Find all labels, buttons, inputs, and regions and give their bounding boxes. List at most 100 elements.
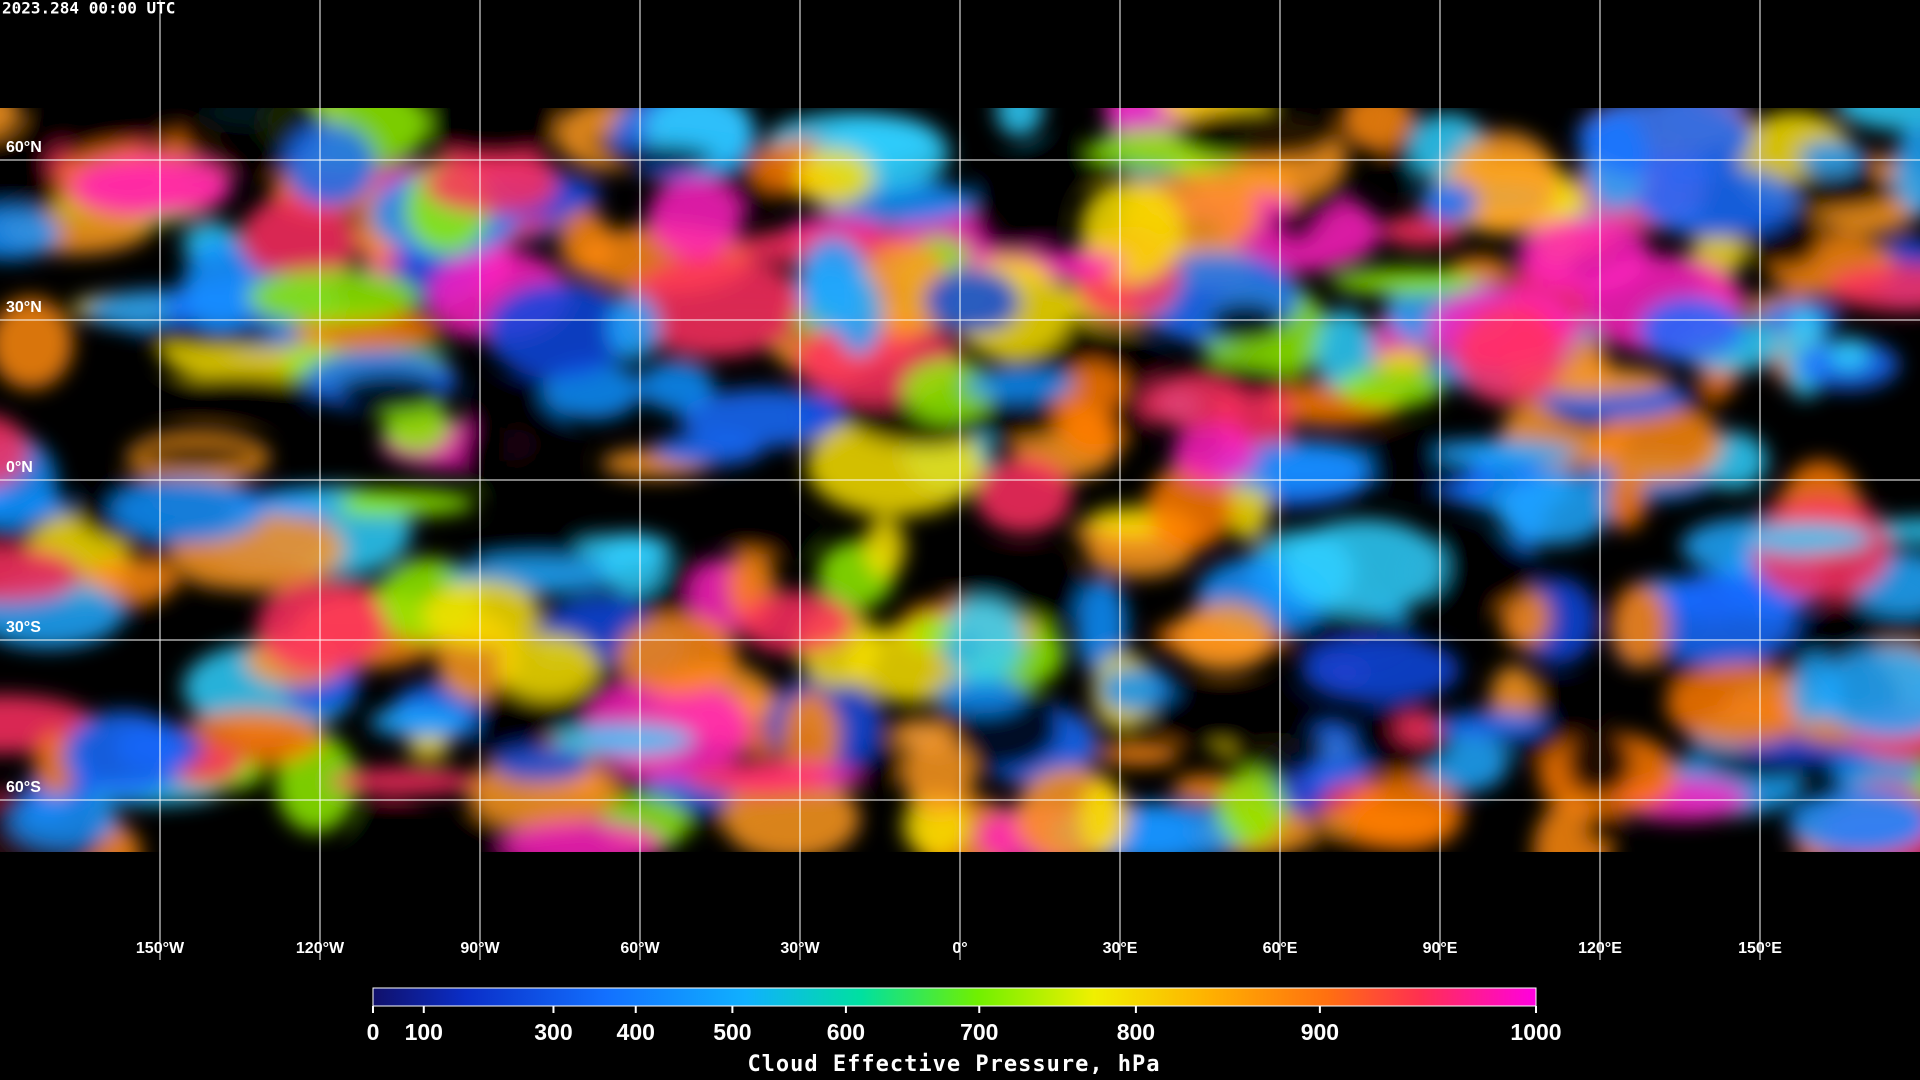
colorbar-tick-label: 500 (713, 1019, 751, 1045)
cloud-patch (369, 705, 471, 738)
cloud-patch (902, 738, 976, 814)
cloud-patch (284, 123, 377, 208)
cloud-patch (0, 207, 62, 260)
cloud-patch (0, 108, 22, 136)
cloud-patch (70, 157, 233, 217)
latitude-label: 30°N (6, 299, 42, 316)
cloud-patch (1610, 583, 1669, 668)
cloud-patch (501, 820, 664, 852)
cloud-patch (247, 268, 419, 324)
cloud-patch (975, 457, 1073, 533)
cloud-patch (1455, 302, 1566, 405)
cloud-patch (924, 268, 1021, 334)
cloud-patch (63, 710, 186, 799)
cloud-patch (607, 293, 661, 362)
cloud-patch (909, 614, 952, 649)
colorbar (372, 987, 1537, 1007)
cloud-patch (10, 794, 119, 847)
cloud-patch (1172, 423, 1257, 485)
cloud-patch (83, 557, 179, 602)
cloud-patch (626, 255, 806, 357)
cloud-patch (1496, 475, 1611, 545)
cloud-patch (971, 160, 1056, 257)
latitude-label: 60°S (6, 779, 41, 796)
cloud-patch (798, 259, 854, 311)
cloud-patch (996, 108, 1043, 137)
cloud-patch (1893, 124, 1920, 218)
cloud-patch (1576, 108, 1755, 179)
cloud-patch (1075, 577, 1128, 677)
cloud-patch (1780, 172, 1897, 209)
cloud-patch (1341, 108, 1413, 151)
cloud-patch (1098, 666, 1175, 714)
cloud-patch (0, 546, 81, 604)
longitude-label: 30°E (1103, 940, 1138, 957)
cloud-patch (110, 477, 266, 543)
cloud-patch (1422, 180, 1478, 225)
cloud-patch (738, 590, 854, 654)
cloud-patch (1637, 295, 1745, 364)
cloud-patch (1828, 337, 1870, 372)
cloud-patch (934, 675, 1026, 714)
cloud-patch (407, 732, 450, 761)
cloud-patch (239, 194, 357, 292)
cloud-patch (1097, 741, 1181, 766)
timestamp: 2023.284 00:00 UTC (2, 0, 175, 18)
longitude-label: 60°W (620, 940, 660, 957)
cloud-patch (652, 433, 764, 467)
colorbar-tick-label: 400 (617, 1019, 655, 1045)
latitude-label: 0°N (6, 459, 33, 476)
colorbar-tick-label: 800 (1117, 1019, 1155, 1045)
cloud-patch (1139, 375, 1245, 429)
colorbar-tick-label: 0 (367, 1019, 380, 1045)
cloud-patch (687, 762, 826, 796)
colorbar-tick-label: 600 (827, 1019, 865, 1045)
cloud-patch (134, 320, 276, 348)
cloud-patch (1817, 647, 1920, 739)
colorbar-tick-label: 1000 (1510, 1019, 1561, 1045)
latitude-label: 60°N (6, 139, 42, 156)
cloud-patch (256, 579, 387, 675)
cloud-patch (1172, 117, 1239, 147)
cloud-patch (552, 724, 695, 755)
cloud-patch (424, 158, 558, 214)
colorbar-tick-label: 300 (534, 1019, 572, 1045)
cloud-patch (381, 398, 451, 455)
longitude-label: 150°E (1738, 940, 1782, 957)
graticule: 150°W 120°W 90°W 60°W 30°W 0° 30°E 60°E 90°E 120°… (0, 0, 1920, 960)
latitude-label: 30°S (6, 619, 41, 636)
cloud-patch (1836, 108, 1920, 131)
cloud-patch (795, 149, 875, 206)
cloud-patch (1436, 710, 1549, 739)
cloud-patch (490, 745, 593, 783)
cloud-patch (135, 442, 259, 468)
cloud-patch (306, 488, 477, 518)
cloud-patch (1337, 366, 1444, 409)
longitude-label: 60°E (1263, 940, 1298, 957)
cloud-patch (1329, 268, 1480, 296)
cloud-patch (1300, 635, 1461, 704)
cloud-patch (1394, 711, 1442, 745)
cloud-patch (1216, 769, 1285, 847)
cloud-imagery (0, 108, 1920, 852)
cloud-patch (357, 802, 425, 852)
cloud-patch (1147, 462, 1234, 551)
cloud-patch (1605, 471, 1647, 531)
longitude-label: 0° (952, 940, 967, 957)
longitude-label: 120°W (296, 940, 345, 957)
cloud-patch (902, 358, 996, 423)
cloud-patch (1566, 727, 1633, 796)
longitude-label: 30°W (780, 940, 820, 957)
cloud-patch (964, 369, 1076, 402)
colorbar-tick-label: 100 (405, 1019, 443, 1045)
cloud-patch (602, 533, 665, 596)
cloud-patch (1787, 788, 1920, 852)
longitude-label: 150°W (136, 940, 185, 957)
cloud-patch (1207, 302, 1284, 343)
cloud-patch (1500, 587, 1551, 649)
cloud-patch (639, 360, 715, 412)
cloud-patch (1344, 774, 1464, 852)
cloud-patch (1149, 684, 1306, 747)
cloud-patch (617, 614, 738, 695)
cloud-patch (1079, 779, 1124, 852)
